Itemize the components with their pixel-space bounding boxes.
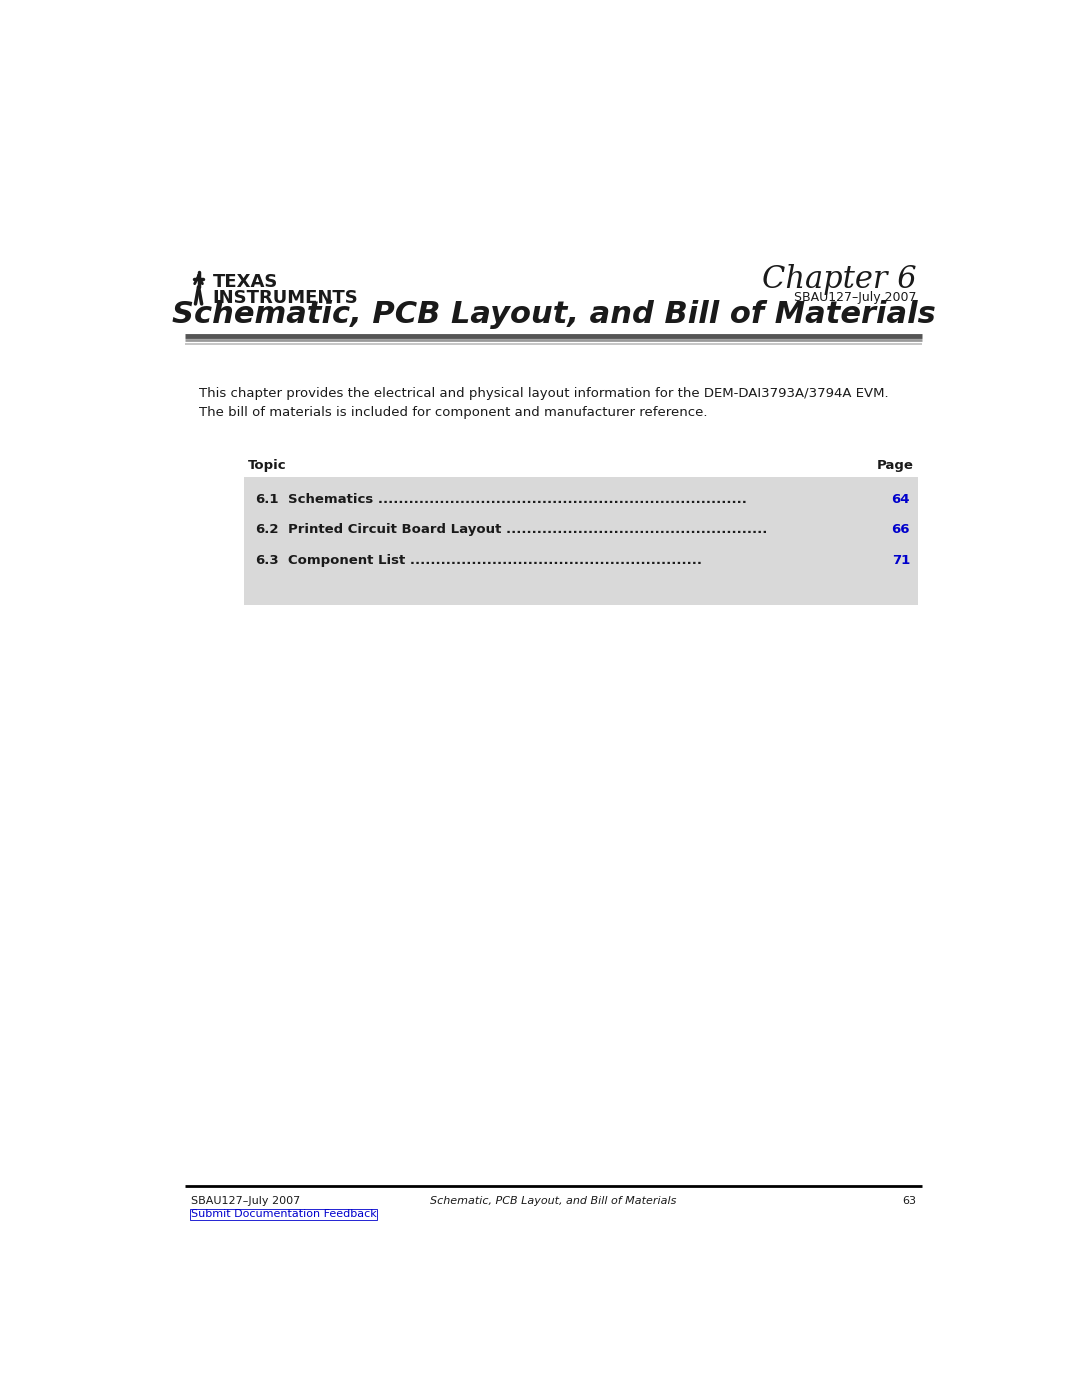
Text: Schematic, PCB Layout, and Bill of Materials: Schematic, PCB Layout, and Bill of Mater… — [430, 1196, 677, 1206]
Text: INSTRUMENTS: INSTRUMENTS — [213, 289, 359, 306]
Text: 63: 63 — [902, 1196, 916, 1206]
Text: 6.1: 6.1 — [255, 493, 279, 506]
Text: This chapter provides the electrical and physical layout information for the DEM: This chapter provides the electrical and… — [199, 387, 888, 400]
Text: Topic: Topic — [247, 458, 286, 472]
Text: The bill of materials is included for component and manufacturer reference.: The bill of materials is included for co… — [199, 407, 707, 419]
Text: Schematic, PCB Layout, and Bill of Materials: Schematic, PCB Layout, and Bill of Mater… — [172, 300, 935, 330]
Bar — [243, 478, 918, 605]
Text: Schematics .....................................................................: Schematics .............................… — [287, 493, 746, 506]
Text: 6.2: 6.2 — [255, 524, 279, 536]
Text: Page: Page — [877, 458, 914, 472]
Text: SBAU127–July 2007: SBAU127–July 2007 — [191, 1196, 300, 1206]
Text: 66: 66 — [891, 524, 910, 536]
Text: 71: 71 — [892, 555, 910, 567]
Text: Submit Documentation Feedback: Submit Documentation Feedback — [191, 1210, 377, 1220]
Text: Printed Circuit Board Layout ...................................................: Printed Circuit Board Layout ...........… — [287, 524, 767, 536]
Text: Chapter 6: Chapter 6 — [761, 264, 916, 295]
Text: Component List .........................................................: Component List .........................… — [287, 555, 702, 567]
Text: SBAU127–July 2007: SBAU127–July 2007 — [794, 291, 916, 303]
Text: TEXAS: TEXAS — [213, 274, 278, 291]
Text: 64: 64 — [891, 493, 910, 506]
Text: 6.3: 6.3 — [255, 555, 279, 567]
